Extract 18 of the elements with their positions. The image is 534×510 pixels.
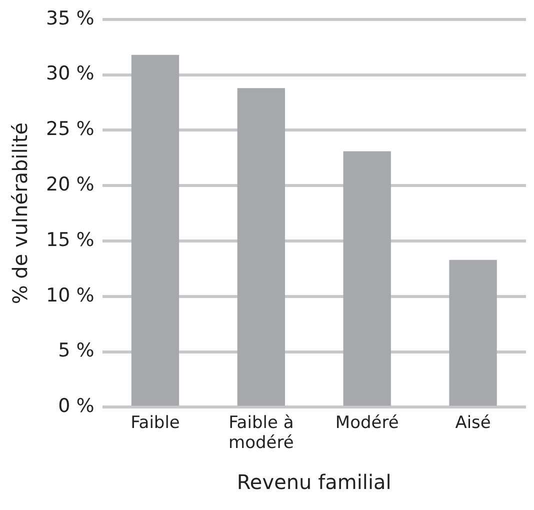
y-tick-label: 15 % <box>46 228 94 251</box>
bar <box>449 260 497 406</box>
y-tick-label: 10 % <box>46 284 94 306</box>
y-axis-title: % de vulnérabilité <box>8 122 32 304</box>
x-tick-label: Modéré <box>335 412 399 433</box>
x-tick-label: Aisé <box>455 412 491 433</box>
y-tick-label: 25 % <box>46 118 94 140</box>
y-tick-label: 0 % <box>58 395 94 418</box>
x-tick-label: Faible <box>130 412 180 433</box>
y-tick-label: 20 % <box>46 174 94 196</box>
bar <box>237 88 286 406</box>
bar <box>131 54 180 406</box>
bar <box>343 151 391 406</box>
y-tick-label: 30 % <box>46 62 94 85</box>
y-tick-label: 5 % <box>58 340 94 362</box>
x-axis-title: Revenu familial <box>236 470 392 494</box>
y-tick-label: 35 % <box>46 7 94 30</box>
x-tick-label: Faible à modéré <box>228 412 294 454</box>
